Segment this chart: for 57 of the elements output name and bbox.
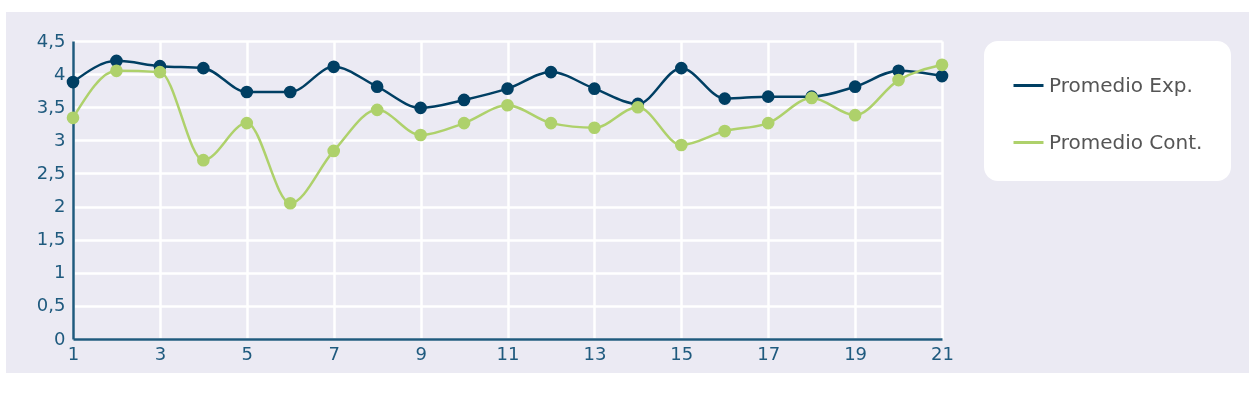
point — [501, 98, 514, 112]
y-tick-label: 2 — [54, 195, 66, 217]
y-tick-label: 0 — [54, 327, 66, 349]
point — [718, 124, 732, 138]
y-tick-label: 1 — [54, 261, 66, 283]
x-tick-label: 11 — [496, 342, 520, 364]
x-tick-label: 9 — [415, 342, 427, 364]
y-tick-label: 3,5 — [36, 95, 66, 117]
y-tick-label: 4 — [54, 62, 66, 84]
point — [544, 65, 558, 79]
point — [501, 82, 514, 95]
point — [761, 90, 775, 103]
point — [848, 108, 862, 122]
point — [588, 82, 601, 95]
x-tick-label: 13 — [583, 342, 607, 364]
x-tick-label: 7 — [328, 342, 340, 364]
legend-label: Promedio Cont. — [1049, 129, 1203, 154]
point — [848, 80, 862, 94]
x-tick-label: 5 — [241, 342, 254, 364]
point — [674, 138, 688, 152]
point — [935, 69, 949, 83]
point — [327, 60, 341, 74]
y-tick-label: 1,5 — [36, 228, 66, 250]
point — [110, 64, 123, 78]
point — [414, 128, 427, 142]
point — [718, 92, 732, 105]
point — [370, 80, 384, 94]
point — [283, 85, 297, 99]
point — [283, 196, 297, 210]
point — [327, 144, 341, 158]
point — [197, 61, 210, 75]
point — [935, 58, 949, 72]
point — [240, 116, 254, 130]
point — [457, 93, 471, 107]
point — [588, 121, 601, 135]
point — [66, 111, 80, 125]
y-tick-label: 0,5 — [36, 294, 66, 316]
point — [240, 85, 254, 99]
point — [892, 73, 905, 87]
point — [544, 116, 558, 130]
point — [370, 103, 384, 117]
point — [457, 116, 471, 130]
y-tick-label: 3 — [54, 128, 66, 150]
x-tick-label: 19 — [844, 342, 868, 364]
x-tick-label: 3 — [154, 342, 167, 364]
x-tick-label: 15 — [670, 342, 694, 364]
point — [197, 153, 210, 167]
x-tick-label: 17 — [757, 342, 781, 364]
point — [153, 65, 167, 79]
point — [414, 101, 427, 115]
point — [66, 75, 80, 89]
y-tick-label: 2,5 — [36, 161, 66, 183]
legend-label: Promedio Exp. — [1049, 72, 1193, 97]
point — [674, 61, 688, 75]
point — [761, 116, 775, 130]
y-tick-label: 4,5 — [36, 29, 66, 51]
x-tick-label: 21 — [931, 342, 954, 364]
